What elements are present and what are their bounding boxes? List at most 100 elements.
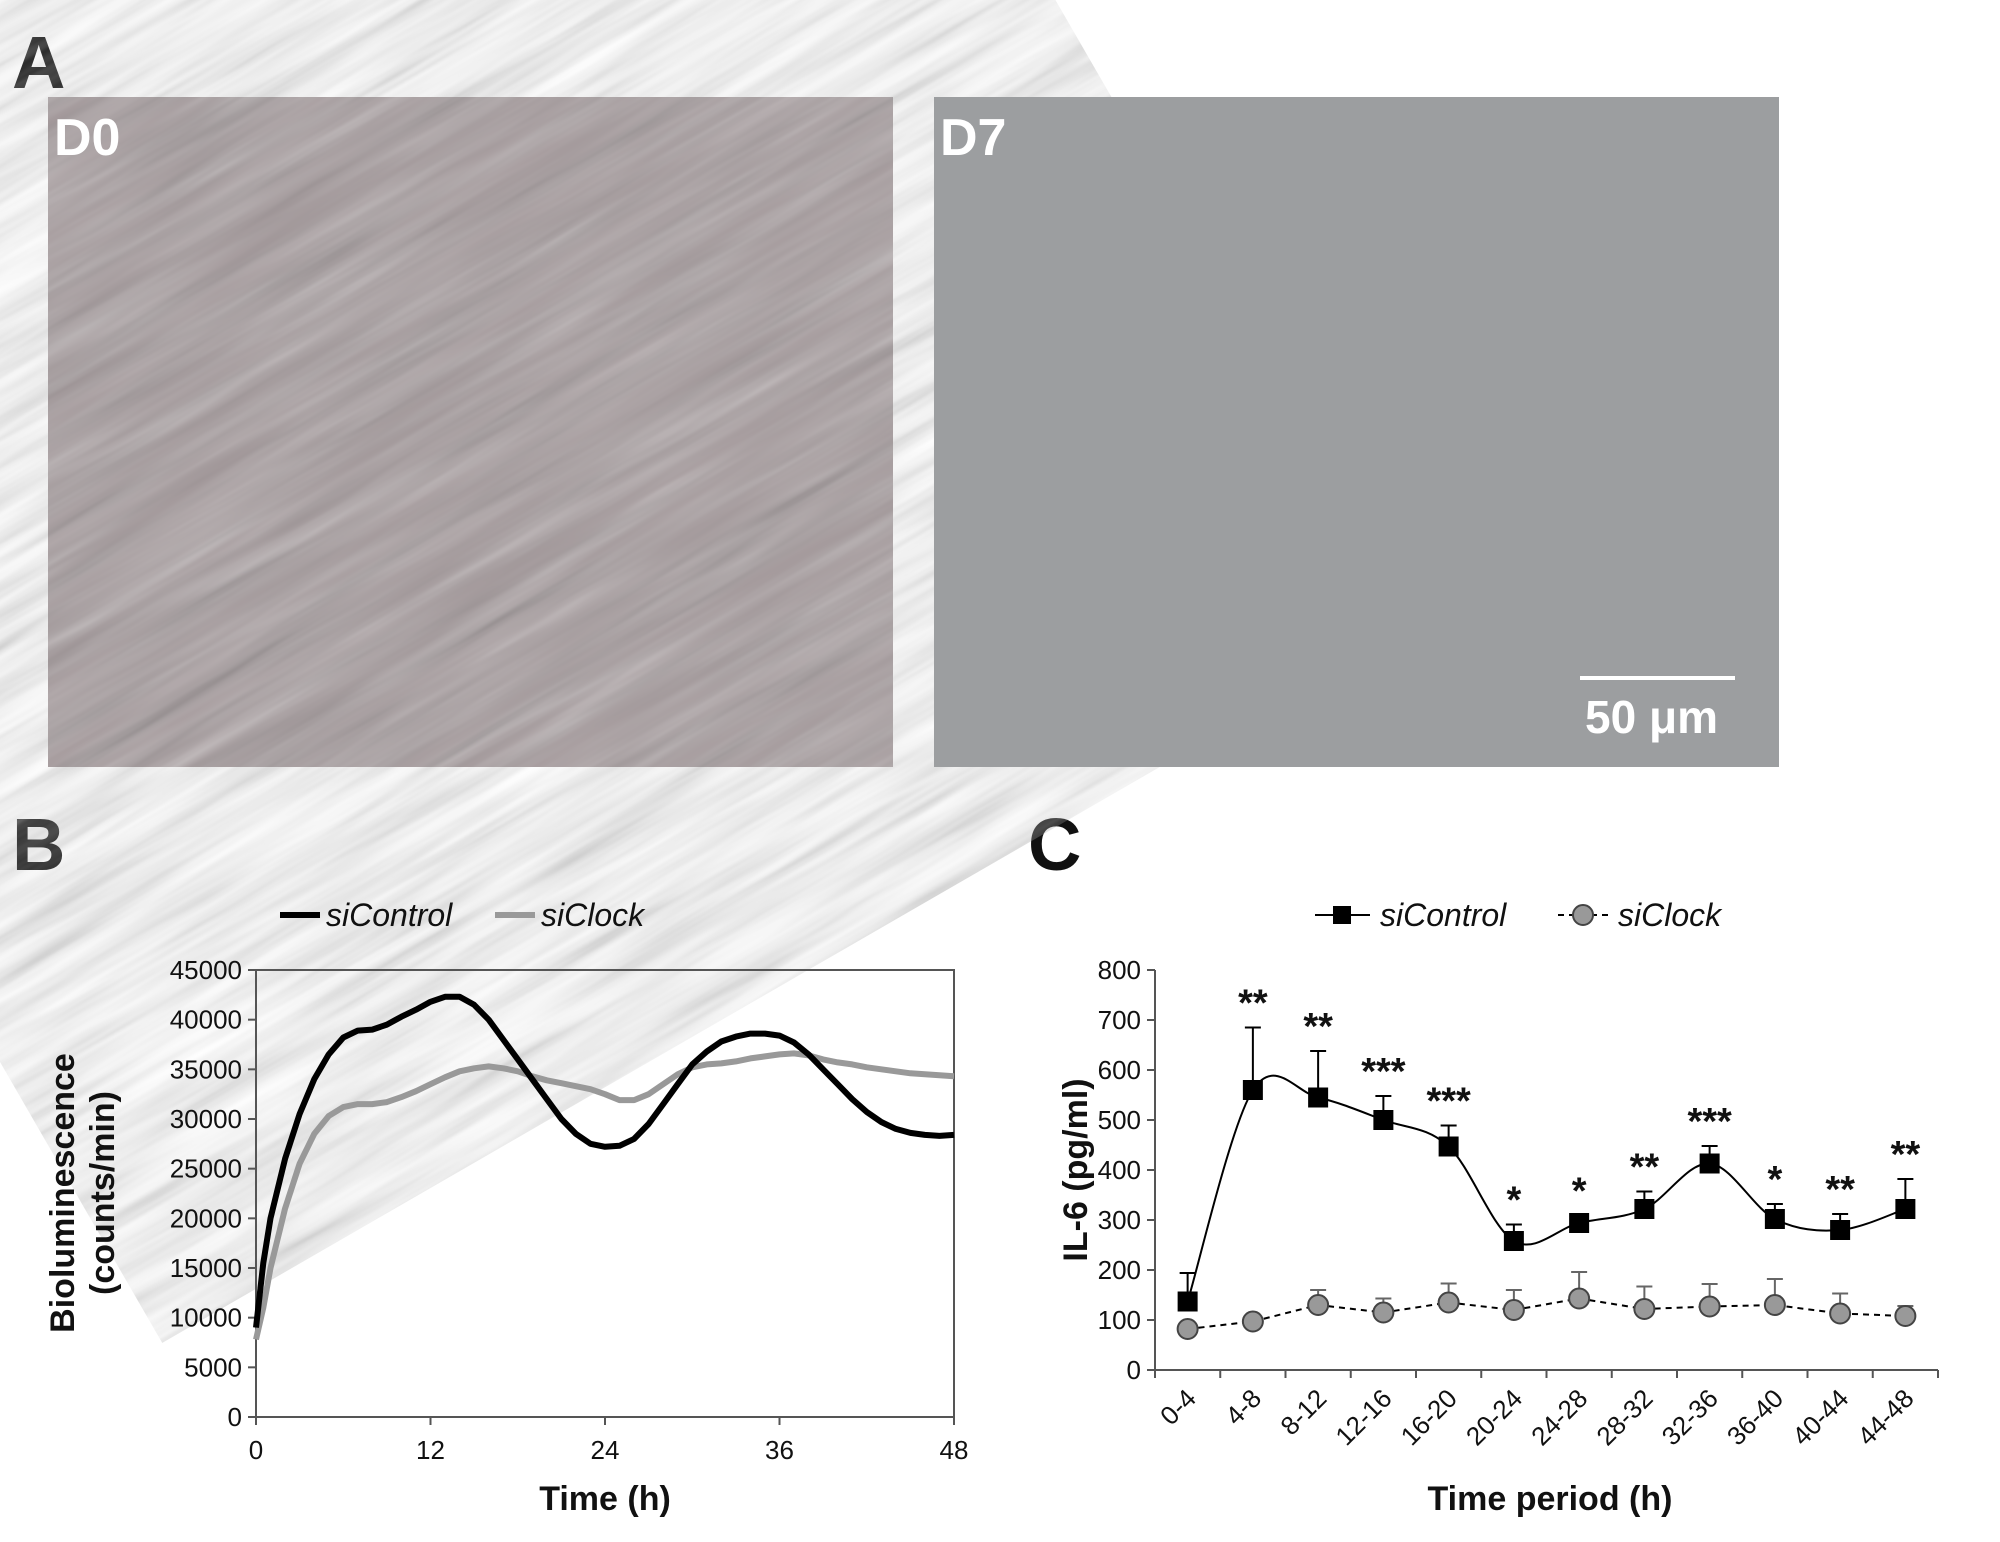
chart-c-legend: siControl siClock xyxy=(1315,897,1723,933)
chart-c-point-circle xyxy=(1176,1318,1199,1340)
chart-c-x-tick-label: 20-24 xyxy=(1460,1383,1528,1451)
chart-c-significance-label: ** xyxy=(1630,1147,1660,1189)
chart-c-y-tick-label: 500 xyxy=(1098,1105,1141,1135)
micrograph-d0: D0 xyxy=(0,0,1414,1343)
chart-c-point-circle xyxy=(1763,1294,1786,1316)
chart-c-x-tick-label: 28-32 xyxy=(1590,1383,1658,1451)
chart-c-x-tick-label: 44-48 xyxy=(1851,1383,1919,1451)
micrograph-d7-image xyxy=(934,97,1779,767)
chart-c-point-circle xyxy=(1894,1305,1917,1327)
chart-c-significance-label: ** xyxy=(1825,1169,1855,1211)
chart-c-significance-label: *** xyxy=(1361,1051,1406,1093)
chart-c-x-tick-label: 16-20 xyxy=(1395,1383,1463,1451)
chart-b-series-siClock xyxy=(253,1050,955,1341)
chart-c-x-tick-label: 24-28 xyxy=(1525,1383,1593,1451)
chart-c-x-tick-label: 0-4 xyxy=(1154,1383,1202,1431)
chart-c-point-square xyxy=(1242,1080,1263,1100)
chart-c-point-square xyxy=(1569,1213,1590,1233)
chart-c-point-circle xyxy=(1829,1302,1852,1325)
chart-c-point-square xyxy=(1634,1199,1655,1219)
chart-c-legend-label: siControl xyxy=(1380,897,1507,933)
chart-b-y-tick-label: 10000 xyxy=(170,1303,242,1333)
chart-b-y-label-line-2: (counts/min) xyxy=(84,1091,122,1295)
chart-c-significance-label: ** xyxy=(1891,1134,1921,1176)
chart-c-y-tick-label: 800 xyxy=(1098,955,1141,985)
chart-c-y-label: IL-6 (pg/ml) xyxy=(1057,1078,1095,1261)
chart-b-x-tick-label: 24 xyxy=(591,1435,620,1465)
chart-b-y-label-line-1: Bioluminescence xyxy=(44,1053,82,1333)
chart-b-x-tick-label: 12 xyxy=(416,1435,445,1465)
chart-c-significance: *********** ******* **** xyxy=(1238,983,1920,1222)
chart-c-x-tick-label: 12-16 xyxy=(1329,1383,1397,1451)
chart-c-point-circle xyxy=(1568,1287,1591,1310)
chart-c-il6: siControl siClock 0 100 200 300 400 500 600 700 8… xyxy=(1057,897,1939,1518)
chart-c-point-square xyxy=(1699,1153,1720,1174)
chart-c-point-square xyxy=(1308,1087,1329,1108)
micrograph-d7: D7 50 μm xyxy=(934,97,1779,767)
chart-b-x-tick-label: 36 xyxy=(765,1435,794,1465)
chart-b-series xyxy=(253,993,955,1341)
chart-c-y-tick-label: 600 xyxy=(1098,1055,1141,1085)
chart-c-point-circle xyxy=(1307,1294,1330,1316)
chart-c-significance-label: ** xyxy=(1303,1006,1333,1048)
chart-b-series-siControl xyxy=(253,993,955,1328)
chart-c-point-circle xyxy=(1241,1310,1264,1333)
chart-c-point-square xyxy=(1177,1291,1198,1312)
scale-bar-label: 50 μm xyxy=(1585,691,1718,743)
chart-c-significance-label: * xyxy=(1767,1159,1782,1201)
chart-b-legend-label: siClock xyxy=(541,897,646,933)
chart-c-y-tick-label: 0 xyxy=(1127,1355,1141,1385)
chart-b-y-tick-label: 20000 xyxy=(170,1203,242,1233)
chart-b-y-axis: 0 5000 10000 15000 20000 25000 30000 35000 40000… xyxy=(170,955,256,1432)
chart-c-series-siClock xyxy=(1187,1297,1906,1330)
chart-c-x-tick-label: 8-12 xyxy=(1274,1383,1332,1441)
chart-b-x-tick-label: 48 xyxy=(940,1435,969,1465)
chart-c-point-circle xyxy=(1698,1295,1721,1318)
chart-c-y-axis: 0 100 200 300 400 500 600 700 800 xyxy=(1098,955,1155,1385)
micrograph-d0-label: D0 xyxy=(54,109,120,167)
chart-c-point-circle xyxy=(1372,1301,1395,1324)
chart-b-x-label: Time (h) xyxy=(539,1480,671,1518)
micrograph-d0-texture xyxy=(0,0,1414,1343)
chart-b-x-tick-label: 0 xyxy=(249,1435,263,1465)
chart-b-y-tick-label: 15000 xyxy=(170,1253,242,1283)
chart-c-x-tick-label: 32-36 xyxy=(1656,1383,1724,1451)
chart-c-point-square xyxy=(1503,1231,1524,1251)
chart-c-significance-label: *** xyxy=(1687,1101,1732,1143)
chart-c-significance-label: *** xyxy=(1426,1081,1471,1123)
chart-c-significance-label: * xyxy=(1506,1180,1521,1222)
chart-b-bioluminescence: siControl siClock 0 5000 10000 15000 20000 250… xyxy=(44,897,968,1518)
chart-c-series xyxy=(1176,1026,1917,1340)
chart-c-legend-square-marker xyxy=(1333,906,1351,924)
chart-c-point-square xyxy=(1373,1110,1394,1130)
chart-c-point-square xyxy=(1830,1220,1851,1240)
chart-b-x-axis: 0 12 24 36 48 xyxy=(249,1417,969,1465)
chart-c-x-tick-label: 40-44 xyxy=(1786,1383,1854,1451)
chart-c-significance-label: * xyxy=(1572,1171,1587,1213)
chart-c-point-square xyxy=(1895,1199,1916,1219)
chart-c-y-tick-label: 100 xyxy=(1098,1305,1141,1335)
chart-c-y-tick-label: 400 xyxy=(1098,1155,1141,1185)
chart-c-legend-circle-marker xyxy=(1572,904,1594,926)
chart-c-x-tick-label: 36-40 xyxy=(1721,1383,1789,1451)
chart-c-legend-label: siClock xyxy=(1618,897,1723,933)
chart-c-point-square xyxy=(1438,1136,1459,1157)
chart-b-y-tick-label: 30000 xyxy=(170,1104,242,1134)
chart-b-y-tick-label: 5000 xyxy=(184,1352,242,1382)
chart-c-point-square xyxy=(1764,1209,1785,1229)
chart-c-point-circle xyxy=(1437,1291,1460,1314)
chart-c-y-tick-label: 300 xyxy=(1098,1205,1141,1235)
chart-b-legend-label: siControl xyxy=(326,897,453,933)
chart-b-y-tick-label: 45000 xyxy=(170,955,242,985)
chart-c-y-tick-label: 700 xyxy=(1098,1005,1141,1035)
micrograph-d7-label: D7 xyxy=(940,109,1006,167)
chart-b-y-tick-label: 35000 xyxy=(170,1054,242,1084)
chart-c-x-tick-label: 4-8 xyxy=(1219,1383,1267,1431)
chart-b-y-tick-label: 0 xyxy=(228,1402,242,1432)
chart-c-x-axis: 0-4 4-8 8-1212-1616-2020-2424-2828-3232-36… xyxy=(1154,1370,1939,1451)
chart-c-point-circle xyxy=(1502,1299,1525,1321)
chart-b-legend: siControl siClock xyxy=(280,897,646,933)
chart-c-significance-label: ** xyxy=(1238,983,1268,1025)
chart-b-y-tick-label: 25000 xyxy=(170,1154,242,1184)
